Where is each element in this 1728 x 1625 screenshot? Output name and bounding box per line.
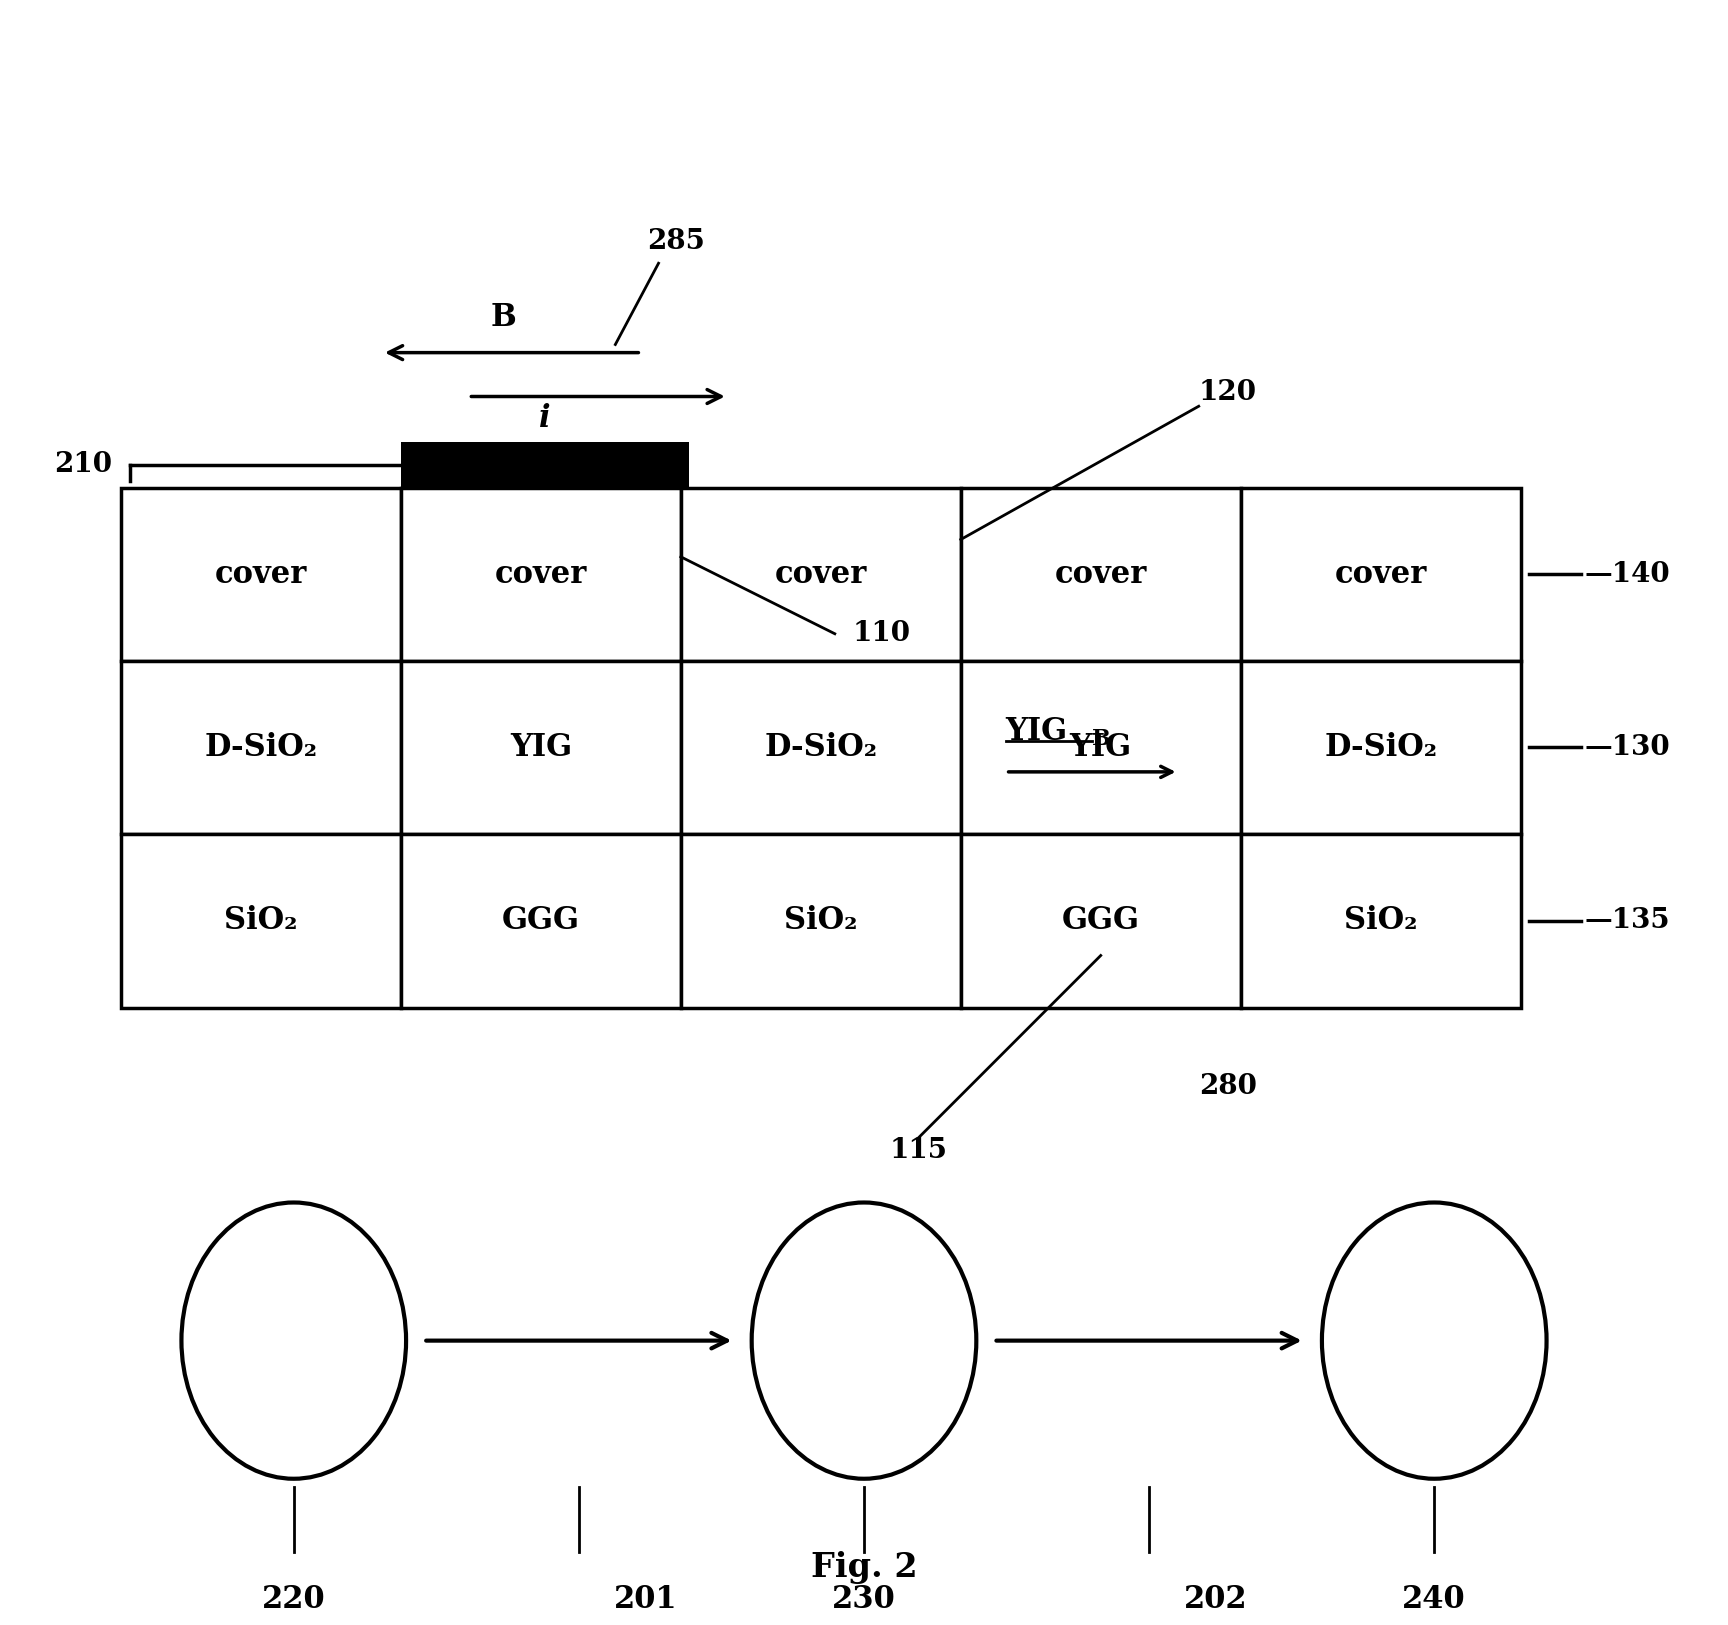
Text: 115: 115 [890,1138,947,1165]
Bar [121,661,401,834]
Text: 240: 240 [1403,1584,1465,1615]
Text: —135: —135 [1585,907,1671,934]
Bar [961,661,1241,834]
Text: D-SiO₂: D-SiO₂ [1324,731,1438,764]
Bar [121,488,401,661]
Text: cover: cover [774,559,867,590]
Text: Fig. 2: Fig. 2 [810,1552,918,1584]
Bar [401,834,681,1008]
Text: cover: cover [214,559,308,590]
Ellipse shape [181,1202,406,1479]
Text: B: B [491,302,517,333]
Bar [401,442,689,488]
Text: 230: 230 [833,1584,895,1615]
Text: cover: cover [1054,559,1147,590]
Text: D-SiO₂: D-SiO₂ [764,731,878,764]
Bar [401,661,681,834]
Ellipse shape [1322,1202,1547,1479]
Text: SiO₂: SiO₂ [1344,905,1417,936]
Text: GGG: GGG [1061,905,1140,936]
Text: cover: cover [1334,559,1427,590]
Bar [1241,661,1521,834]
Bar [681,834,961,1008]
Bar [1241,834,1521,1008]
Text: YIG: YIG [1006,715,1068,748]
Text: 120: 120 [1199,379,1256,406]
Text: B: B [1092,728,1111,751]
Text: cover: cover [494,559,588,590]
Text: SiO₂: SiO₂ [225,905,297,936]
Text: 202: 202 [1184,1584,1248,1615]
Text: i: i [539,403,551,434]
Text: YIG: YIG [510,731,572,764]
Text: 285: 285 [646,228,705,255]
Bar [961,488,1241,661]
Bar [961,834,1241,1008]
Text: D-SiO₂: D-SiO₂ [204,731,318,764]
Text: —130: —130 [1585,734,1671,760]
Text: 210: 210 [54,452,112,478]
Text: 280: 280 [1199,1072,1256,1100]
Text: 110: 110 [852,621,911,647]
Text: 201: 201 [613,1584,677,1615]
Text: 220: 220 [263,1584,325,1615]
Text: YIG: YIG [1070,731,1132,764]
Bar [681,488,961,661]
Bar [401,488,681,661]
Text: —140: —140 [1585,561,1671,588]
Bar [681,661,961,834]
Bar [121,834,401,1008]
Bar [1241,488,1521,661]
Text: GGG: GGG [501,905,581,936]
Ellipse shape [752,1202,976,1479]
Text: SiO₂: SiO₂ [785,905,857,936]
